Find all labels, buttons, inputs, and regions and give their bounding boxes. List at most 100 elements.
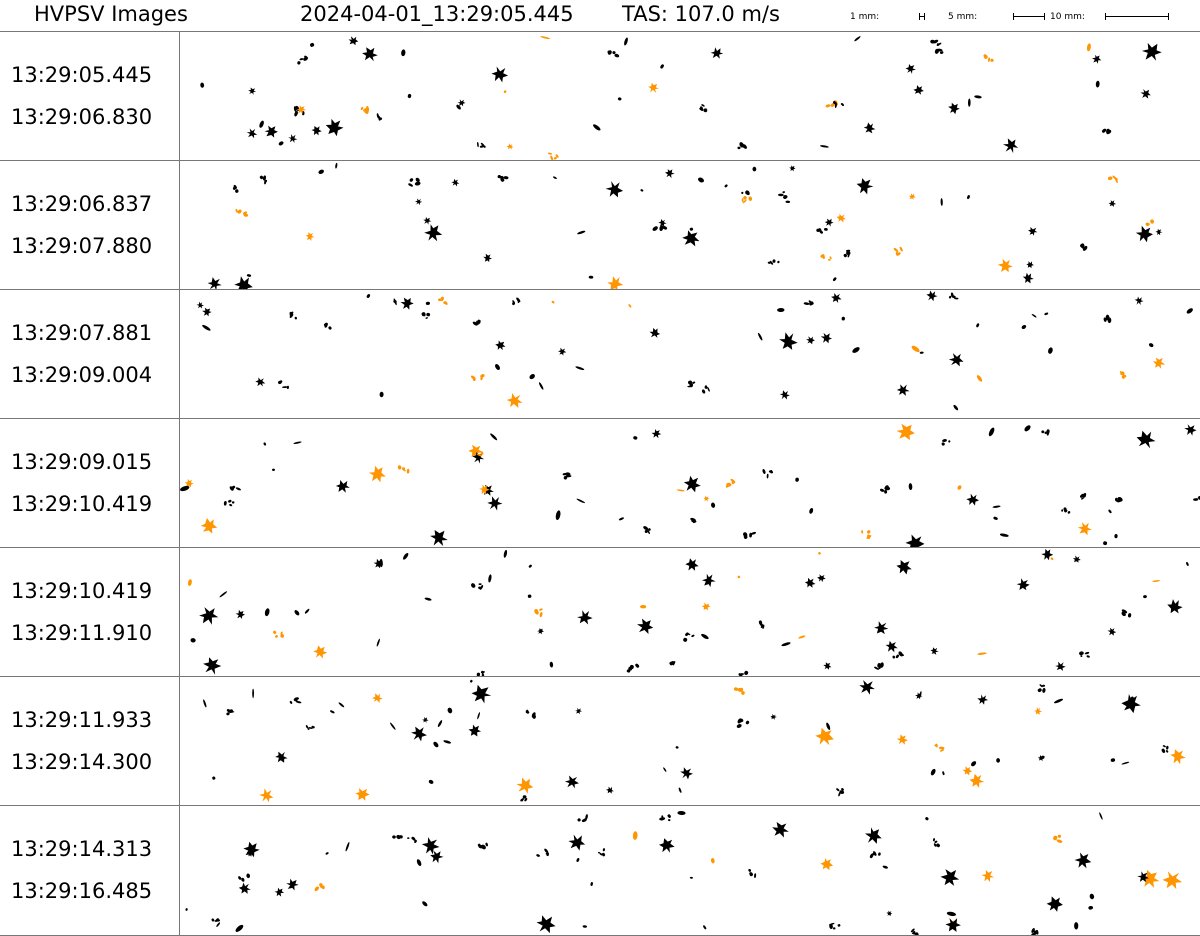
particle-image	[777, 260, 780, 264]
particle-image	[744, 670, 749, 675]
particle-image	[307, 728, 310, 730]
scale-label-1mm: 1 mm:	[850, 12, 880, 22]
start-time: 13:29:10.419	[11, 579, 153, 603]
particle-image	[503, 549, 508, 558]
particle-image	[1088, 905, 1094, 910]
particle-image	[703, 925, 707, 930]
particle-image	[433, 741, 439, 748]
particle-image	[899, 246, 903, 252]
true-airspeed: TAS: 107.0 m/s	[622, 2, 780, 26]
particle-image	[1099, 812, 1103, 820]
particle-image	[524, 798, 528, 802]
particle-image	[1170, 749, 1186, 765]
particle-image	[913, 85, 924, 95]
particle-image	[682, 230, 700, 247]
particle-image	[313, 645, 328, 659]
particle-image	[1044, 312, 1049, 316]
particle-image	[564, 775, 579, 789]
particle-image	[500, 177, 505, 182]
particle-image	[754, 873, 757, 878]
particle-image	[936, 42, 942, 46]
particle-image	[289, 700, 293, 704]
particle-image	[1117, 497, 1123, 502]
particle-image	[537, 628, 544, 635]
particle-image	[987, 57, 991, 62]
particle-image	[362, 47, 378, 62]
particle-image	[782, 191, 785, 194]
scale-label-5mm: 5 mm:	[948, 12, 978, 22]
particle-image	[549, 661, 554, 668]
particle-image	[950, 292, 954, 298]
particle-image	[235, 189, 239, 193]
particle-image	[512, 300, 515, 304]
particle-image	[837, 924, 841, 927]
particle-image	[325, 118, 344, 137]
particle-image	[685, 558, 699, 571]
particle-image	[424, 597, 432, 601]
particle-image	[795, 477, 799, 482]
particle-image	[659, 838, 675, 853]
particle-image	[202, 307, 212, 317]
particle-image	[1166, 745, 1169, 750]
particle-image	[1142, 42, 1162, 61]
particle-image	[234, 276, 253, 290]
particle-image	[934, 744, 938, 747]
particle-image	[896, 423, 915, 441]
image-panel-1: 13:29:05.445 13:29:06.830	[0, 31, 1200, 161]
particle-image	[806, 336, 815, 345]
particle-image	[1110, 758, 1116, 762]
particle-image	[246, 873, 251, 879]
particle-image	[981, 870, 995, 882]
particle-image	[1121, 375, 1125, 379]
particle-image	[443, 740, 452, 744]
particle-image	[1193, 498, 1199, 501]
image-panel-5: 13:29:10.419 13:29:11.910	[0, 547, 1200, 677]
particle-image	[1022, 272, 1034, 284]
particle-image	[1186, 308, 1193, 314]
particle-image	[1127, 613, 1132, 618]
particle-image	[414, 181, 421, 186]
particle-image	[778, 193, 784, 197]
particle-image	[1061, 509, 1064, 512]
particle-image	[345, 841, 350, 852]
particle-image	[1143, 595, 1147, 599]
particle-image	[480, 670, 484, 674]
particle-image	[478, 583, 482, 585]
particle-image	[529, 374, 535, 380]
particle-image	[601, 852, 606, 857]
particle-image	[841, 788, 844, 791]
particle-image	[599, 852, 603, 856]
particle-image	[699, 107, 703, 111]
particle-image	[393, 299, 397, 304]
particle-image	[777, 307, 785, 313]
particle-strip	[200, 36, 1162, 161]
particle-image	[841, 316, 846, 321]
particle-image	[733, 687, 739, 691]
particle-image	[969, 773, 985, 788]
particle-image	[588, 275, 594, 279]
particle-image	[1167, 599, 1183, 614]
particle-image	[575, 366, 585, 371]
particle-image	[235, 924, 244, 932]
particle-image	[314, 886, 319, 892]
particle-image	[360, 106, 364, 111]
particle-image	[701, 573, 716, 588]
particle-image	[203, 699, 207, 708]
particle-image	[590, 882, 593, 886]
particle-image	[738, 673, 743, 677]
particle-image	[1148, 343, 1154, 348]
particle-image	[658, 219, 667, 227]
particle-image	[1107, 176, 1113, 181]
particle-image	[555, 154, 559, 158]
particle-image	[743, 196, 747, 200]
particle-image	[602, 848, 606, 852]
particle-image	[687, 385, 693, 388]
particle-image	[683, 475, 701, 493]
particle-image	[536, 854, 540, 857]
particle-image	[739, 718, 744, 723]
particle-image	[737, 687, 742, 692]
particle-image	[444, 301, 448, 305]
particle-image	[229, 486, 234, 491]
particle-image	[264, 179, 268, 183]
particle-image	[983, 54, 988, 59]
